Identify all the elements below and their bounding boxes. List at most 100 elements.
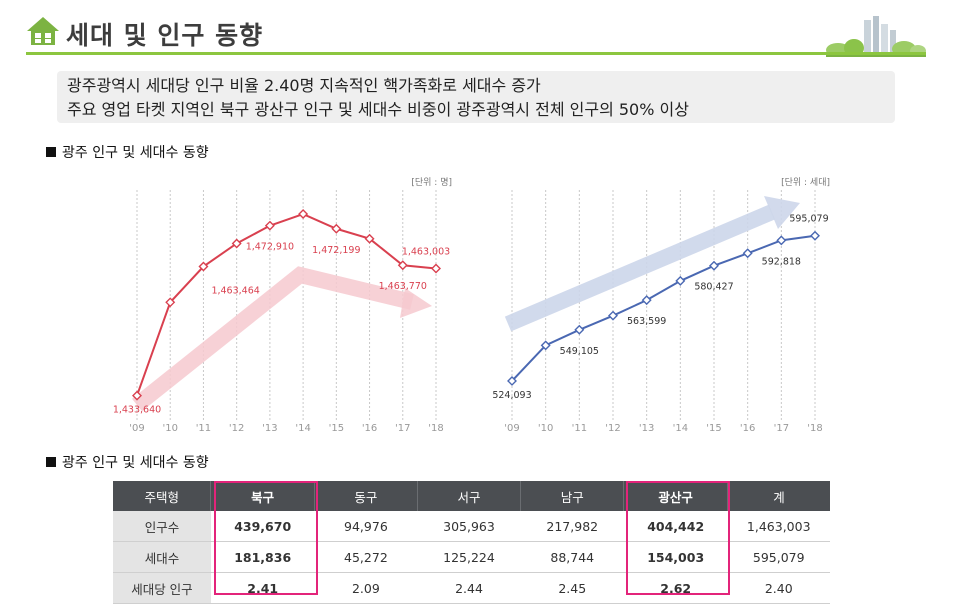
table-cell: 404,442	[623, 511, 728, 542]
data-label: 549,105	[560, 346, 599, 357]
x-tick-label: '17	[395, 423, 410, 434]
summary-line-2: 주요 영업 타켓 지역인 북구 광산구 인구 및 세대수 비중이 광주광역시 전…	[67, 100, 689, 119]
x-tick-label: '09	[504, 423, 519, 434]
data-label: 1,433,640	[113, 405, 161, 416]
table-row-header: 세대당 인구	[113, 572, 211, 604]
square-bullet-icon	[46, 457, 56, 467]
data-point	[132, 390, 142, 401]
header-divider	[26, 52, 926, 55]
data-label: 580,427	[694, 282, 733, 293]
data-point	[540, 340, 551, 351]
data-point	[298, 209, 309, 220]
table-row: 인구수 439,670 94,976 305,963 217,982 404,4…	[113, 511, 830, 542]
x-tick-label: '10	[538, 423, 553, 434]
data-label: 1,472,199	[312, 245, 360, 256]
data-point	[709, 260, 719, 271]
chart-section-title: 광주 인구 및 세대수 동향	[46, 142, 209, 162]
unit-label: [단위 : 명]	[411, 177, 452, 188]
table-cell: 125,224	[417, 541, 521, 573]
data-point	[641, 295, 652, 306]
x-tick-label: '16	[740, 423, 755, 434]
data-label: 1,472,910	[246, 242, 294, 253]
table-header-cell: 계	[727, 481, 830, 511]
x-tick-label: '13	[639, 423, 654, 434]
data-point	[364, 233, 375, 244]
trend-arrow-shaft	[132, 266, 414, 412]
page-title: 세대 및 인구 동향	[66, 21, 264, 50]
table-cell: 154,003	[623, 541, 728, 573]
series-line	[511, 234, 816, 382]
data-label: 524,093	[492, 390, 531, 401]
data-point	[574, 324, 585, 335]
table-cell: 181,836	[210, 541, 315, 573]
table-cell: 2.45	[520, 572, 624, 604]
table-row-header: 세대수	[113, 541, 211, 573]
unit-label: [단위 : 세대]	[781, 177, 830, 188]
x-tick-label: '18	[428, 423, 443, 434]
summary-box: 광주광역시 세대당 인구 비율 2.40명 지속적인 핵가족화로 세대수 증가 …	[57, 71, 895, 123]
table-cell: 2.44	[417, 572, 521, 604]
table-row-header: 인구수	[113, 511, 211, 542]
x-tick-label: '18	[807, 423, 822, 434]
table-section-title: 광주 인구 및 세대수 동향	[46, 452, 209, 472]
series-line	[136, 212, 437, 396]
summary-line-1: 광주광역시 세대당 인구 비율 2.40명 지속적인 핵가족화로 세대수 증가	[67, 76, 541, 95]
table-header-row: 주택형 북구 동구 서구 남구 광산구 계	[113, 481, 830, 511]
data-label: 595,079	[789, 214, 828, 225]
table-cell: 45,272	[314, 541, 418, 573]
population-table: 주택형 북구 동구 서구 남구 광산구 계 인구수 439,670 94,976…	[113, 481, 830, 604]
data-point	[776, 235, 787, 246]
table-cell: 2.09	[314, 572, 418, 604]
data-point	[507, 375, 517, 386]
table-cell: 1,463,003	[727, 511, 830, 542]
highlight-box-bukgu	[214, 481, 318, 595]
x-tick-label: '17	[774, 423, 789, 434]
data-point	[608, 310, 618, 321]
table-header-cell: 동구	[314, 481, 418, 511]
table-row: 세대당 인구 2.41 2.09 2.44 2.45 2.62 2.40	[113, 572, 830, 604]
table-cell: 595,079	[727, 541, 830, 573]
highlight-box-gwangsangu	[626, 481, 730, 595]
x-tick-label: '11	[572, 423, 587, 434]
x-tick-label: '13	[262, 423, 277, 434]
data-point	[431, 263, 441, 274]
trend-arrow-shaft	[504, 204, 776, 332]
data-point	[231, 238, 242, 249]
x-tick-label: '16	[362, 423, 377, 434]
trend-arrow-head	[764, 196, 800, 229]
x-tick-label: '10	[162, 423, 177, 434]
data-label: 592,818	[762, 256, 801, 267]
table-cell: 94,976	[314, 511, 418, 542]
charts-area: 1,433,640 1,463,464 1,472,910 1,472,199 1,46…	[113, 177, 830, 434]
table-cell: 217,982	[520, 511, 624, 542]
table-header-cell: 북구	[210, 481, 315, 511]
square-bullet-icon	[46, 147, 56, 157]
data-point	[331, 223, 342, 234]
x-tick-label: '11	[196, 423, 211, 434]
data-point	[675, 275, 686, 286]
data-point	[742, 248, 753, 259]
table-cell: 305,963	[417, 511, 521, 542]
table-header-cell: 주택형	[113, 481, 212, 511]
data-point	[264, 220, 275, 231]
data-label: 1,463,003	[402, 247, 450, 258]
table-header-cell: 남구	[520, 481, 625, 511]
x-tick-label: '09	[129, 423, 144, 434]
table-header-cell: 서구	[417, 481, 522, 511]
table-cell: 2.62	[623, 572, 728, 604]
x-tick-label: '15	[706, 423, 721, 434]
table-header-cell: 광산구	[623, 481, 728, 511]
trend-arrow-head	[400, 288, 432, 318]
data-label: 563,599	[627, 316, 666, 327]
table-row: 세대수 181,836 45,272 125,224 88,744 154,00…	[113, 541, 830, 573]
data-point	[198, 261, 209, 272]
table-cell: 2.40	[727, 572, 830, 604]
table-cell: 88,744	[520, 541, 624, 573]
table-cell: 2.41	[210, 572, 315, 604]
x-tick-label: '15	[329, 423, 344, 434]
table-cell: 439,670	[210, 511, 315, 542]
x-tick-label: '14	[673, 423, 688, 434]
data-label: 1,463,464	[211, 286, 259, 297]
x-tick-label: '12	[229, 423, 244, 434]
data-point	[397, 260, 408, 271]
